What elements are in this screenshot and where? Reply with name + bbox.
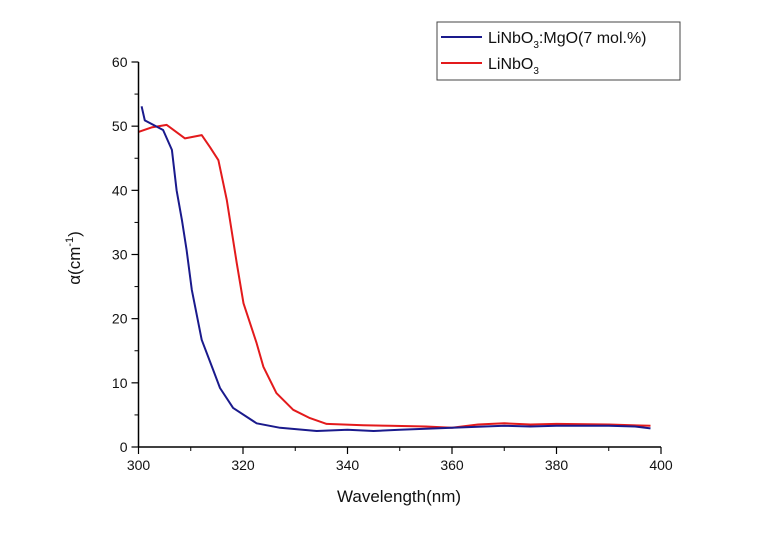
- x-axis-label: Wavelength(nm): [337, 487, 461, 506]
- legend-label-linbo3: LiNbO3: [488, 56, 539, 77]
- y-tick-label: 0: [120, 439, 128, 455]
- x-tick-label: 380: [545, 457, 569, 473]
- plot-series: [138, 106, 651, 432]
- y-tick-label: 60: [112, 54, 128, 70]
- y-tick-label: 50: [112, 118, 128, 134]
- y-axis-label: α(cm-1): [64, 231, 84, 285]
- x-tick-label: 400: [649, 457, 673, 473]
- legend: LiNbO3:MgO(7 mol.%) LiNbO3: [436, 21, 681, 81]
- x-tick-label: 360: [440, 457, 464, 473]
- series-line-linbo3: [138, 123, 651, 429]
- legend-label-mgo: LiNbO3:MgO(7 mol.%): [488, 30, 647, 51]
- legend-box: [436, 21, 681, 81]
- y-tick-label: 40: [112, 182, 128, 198]
- y-tick-label: 20: [112, 311, 128, 327]
- y-tick-label: 10: [112, 375, 128, 391]
- series-line-linbo3-mgo: [140, 106, 651, 432]
- x-tick-label: 320: [231, 457, 255, 473]
- y-tick-label: 30: [112, 247, 128, 263]
- x-tick-label: 300: [127, 457, 151, 473]
- x-tick-label: 340: [336, 457, 360, 473]
- axes: 0 10 20 30 40 50 60 300 320 340 360 380 400: [112, 54, 673, 473]
